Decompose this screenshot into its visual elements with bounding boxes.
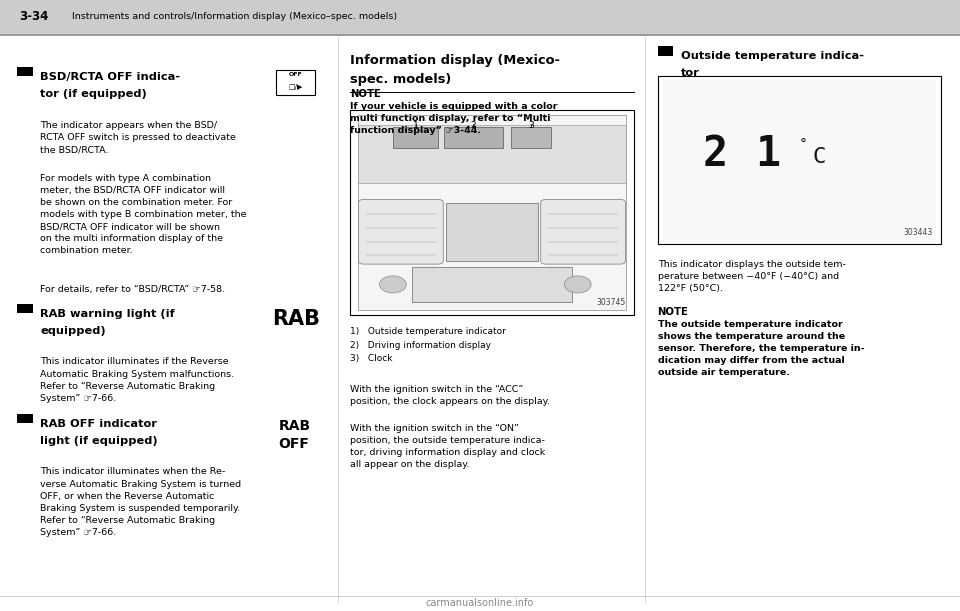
Bar: [358, 115, 626, 310]
Text: 1)   Outside temperature indicator: 1) Outside temperature indicator: [350, 327, 506, 337]
Circle shape: [379, 276, 406, 293]
Circle shape: [564, 276, 591, 293]
Text: 2: 2: [703, 133, 728, 175]
Bar: [358, 125, 626, 183]
Text: spec. models): spec. models): [350, 73, 451, 86]
Bar: [446, 203, 538, 261]
Text: 303745: 303745: [597, 298, 626, 307]
Text: carmanualsonline.info: carmanualsonline.info: [426, 598, 534, 608]
Bar: [17, 304, 33, 313]
Text: NOTE: NOTE: [350, 89, 381, 99]
Text: This indicator illuminates when the Re-
verse Automatic Braking System is turned: This indicator illuminates when the Re- …: [40, 467, 242, 537]
Text: RAB OFF indicator: RAB OFF indicator: [40, 419, 157, 429]
Text: If your vehicle is equipped with a color
multi function display, refer to “Multi: If your vehicle is equipped with a color…: [350, 102, 558, 136]
Text: Outside temperature indica-: Outside temperature indica-: [681, 51, 864, 61]
Text: For details, refer to “BSD/RCTA” ☞7-58.: For details, refer to “BSD/RCTA” ☞7-58.: [40, 285, 226, 294]
Text: For models with type A combination
meter, the BSD/RCTA OFF indicator will
be sho: For models with type A combination meter…: [40, 174, 247, 255]
Bar: [350, 110, 634, 315]
Text: 1: 1: [756, 133, 780, 175]
Text: RAB: RAB: [278, 419, 310, 433]
Text: 303443: 303443: [904, 228, 933, 237]
FancyBboxPatch shape: [359, 200, 444, 264]
Text: equipped): equipped): [40, 326, 106, 335]
Text: °: °: [800, 138, 807, 152]
Text: NOTE: NOTE: [658, 307, 688, 316]
Text: With the ignition switch in the “ACC”
position, the clock appears on the display: With the ignition switch in the “ACC” po…: [350, 385, 550, 406]
Bar: [444, 126, 503, 148]
Bar: [0, 0, 960, 34]
Bar: [17, 414, 33, 423]
Text: tor (if equipped): tor (if equipped): [40, 89, 147, 98]
Text: The indicator appears when the BSD/
RCTA OFF switch is pressed to deactivate
the: The indicator appears when the BSD/ RCTA…: [40, 121, 236, 155]
Text: light (if equipped): light (if equipped): [40, 436, 158, 445]
Text: 2: 2: [470, 121, 476, 130]
Text: RAB warning light (if: RAB warning light (if: [40, 309, 175, 319]
Bar: [662, 79, 936, 241]
Text: RAB: RAB: [272, 309, 320, 329]
Text: Instruments and controls/Information display (Mexico–spec. models): Instruments and controls/Information dis…: [72, 12, 397, 21]
Text: OFF: OFF: [278, 437, 309, 452]
Text: BSD/RCTA OFF indica-: BSD/RCTA OFF indica-: [40, 72, 180, 82]
Text: 3)   Clock: 3) Clock: [350, 354, 393, 364]
Text: The outside temperature indicator
shows the temperature around the
sensor. There: The outside temperature indicator shows …: [658, 320, 864, 377]
Text: 2)   Driving information display: 2) Driving information display: [350, 341, 492, 350]
Bar: [658, 46, 673, 56]
Text: This indicator displays the outside tem-
perature between −40°F (−40°C) and
122°: This indicator displays the outside tem-…: [658, 260, 846, 293]
Bar: [17, 67, 33, 76]
Text: With the ignition switch in the “ON”
position, the outside temperature indica-
t: With the ignition switch in the “ON” pos…: [350, 424, 545, 469]
Bar: [276, 70, 315, 95]
Text: OFF: OFF: [289, 72, 302, 77]
Text: □/▶: □/▶: [289, 84, 302, 90]
Bar: [393, 126, 439, 148]
Bar: [412, 267, 572, 302]
FancyBboxPatch shape: [540, 200, 625, 264]
Text: tor: tor: [681, 68, 700, 78]
Text: 3: 3: [528, 121, 534, 130]
Text: C: C: [812, 147, 826, 167]
Text: This indicator illuminates if the Reverse
Automatic Braking System malfunctions.: This indicator illuminates if the Revers…: [40, 357, 234, 403]
Bar: [511, 126, 551, 148]
Text: 3-34: 3-34: [19, 10, 49, 23]
Bar: [658, 76, 941, 244]
Text: 1: 1: [413, 121, 419, 130]
Text: Information display (Mexico-: Information display (Mexico-: [350, 54, 561, 67]
